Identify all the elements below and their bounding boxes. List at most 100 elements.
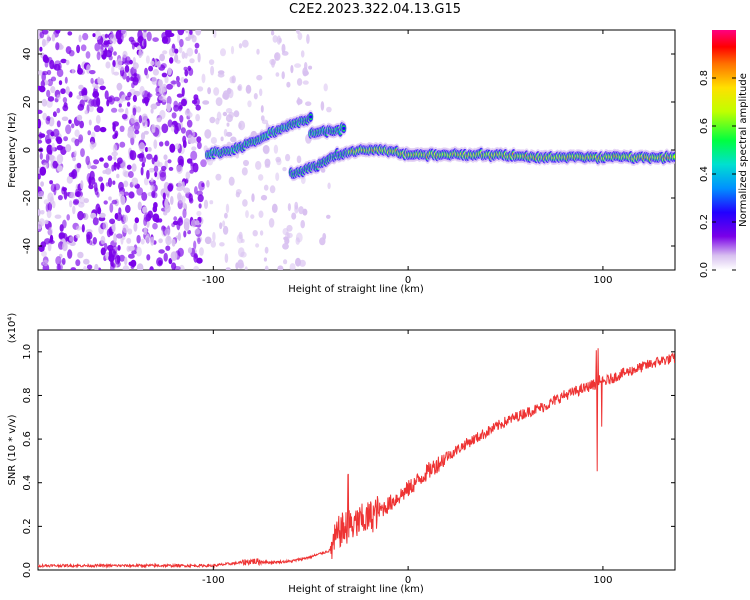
noise-speckle <box>49 180 53 185</box>
noise-speckle <box>67 249 73 259</box>
noise-speckle <box>238 262 245 269</box>
noise-speckle <box>123 214 128 223</box>
noise-speckle <box>283 259 288 265</box>
colorbar-gradient <box>712 30 736 270</box>
noise-speckle <box>90 77 94 84</box>
noise-speckle <box>241 39 249 48</box>
noise-speckle <box>158 249 165 254</box>
noise-speckle <box>238 43 243 49</box>
noise-speckle <box>141 113 148 122</box>
snr-content <box>38 348 675 569</box>
noise-speckle <box>82 32 89 41</box>
noise-speckle <box>186 119 193 128</box>
noise-speckle <box>116 82 123 91</box>
noise-speckle <box>300 50 305 58</box>
noise-speckle <box>177 101 183 112</box>
noise-speckle <box>215 97 223 107</box>
noise-speckle <box>251 193 255 203</box>
noise-speckle <box>103 162 109 169</box>
noise-speckle <box>190 150 198 161</box>
noise-speckle <box>237 85 242 91</box>
noise-speckle <box>65 236 70 242</box>
noise-speckle <box>153 165 159 173</box>
noise-speckle <box>105 168 112 175</box>
noise-speckle <box>129 150 137 161</box>
noise-speckle <box>220 136 224 142</box>
noise-speckle <box>142 31 148 38</box>
noise-speckle <box>196 210 202 217</box>
noise-speckle <box>115 212 123 222</box>
noise-speckle <box>38 190 44 200</box>
noise-speckle <box>112 60 116 68</box>
noise-speckle <box>304 62 308 70</box>
noise-speckle <box>137 30 143 40</box>
noise-speckle <box>39 166 47 176</box>
noise-speckle <box>244 266 248 270</box>
noise-speckle <box>113 71 120 76</box>
noise-speckle <box>119 141 126 148</box>
noise-speckle <box>76 95 82 100</box>
noise-speckle <box>170 124 175 132</box>
noise-speckle <box>73 198 80 205</box>
noise-speckle <box>69 200 73 208</box>
noise-speckle <box>281 51 289 56</box>
noise-speckle <box>178 45 183 54</box>
noise-speckle <box>210 240 216 248</box>
noise-speckle <box>143 30 147 33</box>
noise-speckle <box>261 119 269 125</box>
noise-speckle <box>111 151 118 157</box>
noise-speckle <box>151 128 156 134</box>
noise-speckle <box>107 155 113 162</box>
colorbar-label: Normalized spectral amplitude <box>738 73 749 227</box>
noise-speckle <box>123 191 129 196</box>
noise-speckle <box>113 51 117 56</box>
noise-speckle <box>41 250 47 257</box>
noise-speckle <box>275 72 280 77</box>
spectrogram-y-tick-label: 0 <box>22 147 33 153</box>
noise-speckle <box>111 107 118 113</box>
noise-speckle <box>94 42 101 52</box>
snr-y-tick-label: 0.4 <box>22 475 33 491</box>
noise-speckle <box>94 263 99 270</box>
noise-speckle <box>210 65 215 76</box>
noise-speckle <box>110 264 115 270</box>
noise-speckle <box>202 100 210 105</box>
noise-speckle <box>278 37 283 44</box>
noise-speckle <box>286 224 293 232</box>
noise-speckle <box>65 86 70 95</box>
noise-speckle <box>114 130 119 138</box>
noise-speckle <box>61 257 66 265</box>
noise-speckle <box>111 65 115 75</box>
noise-speckle <box>134 217 139 224</box>
noise-speckle <box>69 236 75 242</box>
noise-speckle <box>127 126 133 136</box>
noise-speckle <box>179 115 184 123</box>
noise-speckle <box>277 265 284 270</box>
noise-speckle <box>47 96 55 102</box>
noise-speckle <box>255 243 260 248</box>
spectrogram-x-tick-label: 100 <box>593 275 612 286</box>
noise-speckle <box>62 241 68 252</box>
noise-speckle <box>85 155 90 166</box>
noise-speckle <box>40 241 47 249</box>
noise-speckle <box>161 97 168 103</box>
noise-speckle <box>77 210 84 221</box>
noise-speckle <box>197 86 204 92</box>
noise-speckle <box>186 158 193 164</box>
noise-speckle <box>184 109 191 116</box>
noise-speckle <box>122 71 127 80</box>
noise-speckle <box>176 75 180 83</box>
noise-speckle <box>225 267 231 270</box>
spectrogram-x-tick-label: -100 <box>202 275 225 286</box>
noise-speckle <box>108 248 113 259</box>
noise-speckle <box>122 169 128 177</box>
noise-speckle <box>52 160 58 169</box>
noise-speckle <box>86 264 93 270</box>
noise-speckle <box>39 152 43 160</box>
noise-speckle <box>273 144 279 154</box>
noise-speckle <box>224 253 229 263</box>
noise-speckle <box>51 33 56 42</box>
noise-speckle <box>58 232 64 240</box>
track-core <box>673 155 675 159</box>
noise-speckle <box>77 251 84 259</box>
